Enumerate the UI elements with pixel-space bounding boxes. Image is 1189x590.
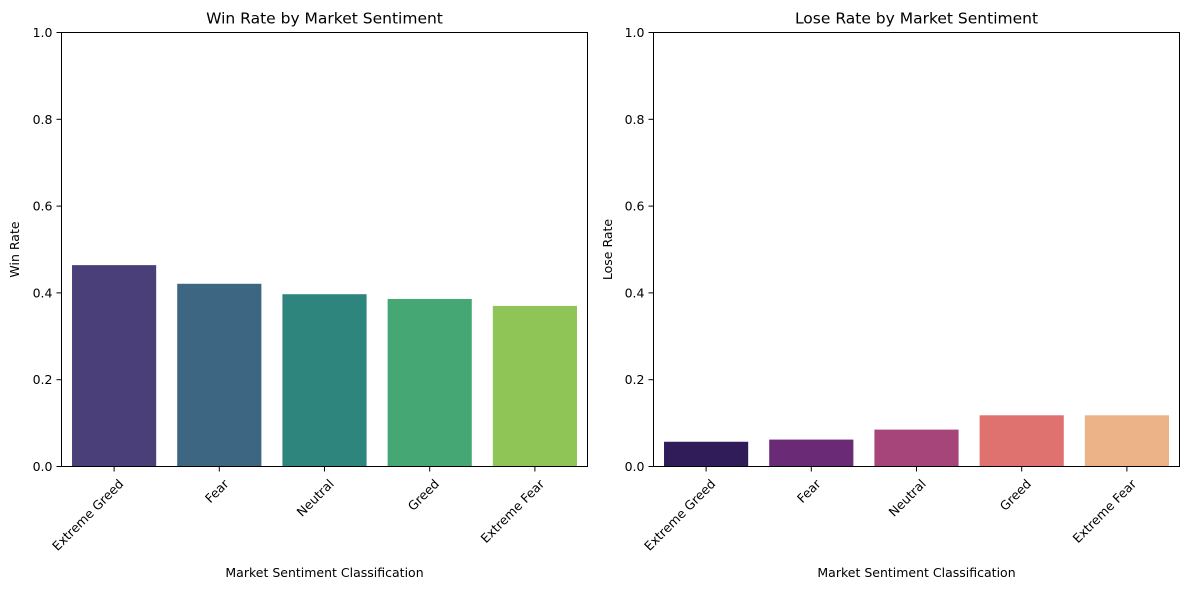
win-rate-bar-greed xyxy=(387,298,472,467)
win-rate-y-tick-label: 1.0 xyxy=(33,25,53,40)
win-rate-y-ticks: 0.0 0.2 0.4 0.6 0.8 1.0 xyxy=(33,25,62,474)
win-rate-title: Win Rate by Market Sentiment xyxy=(206,10,443,28)
win-rate-y-tick-label: 0.8 xyxy=(33,112,53,127)
win-rate-xlabel: Market Sentiment Classification xyxy=(225,565,423,580)
lose-rate-x-tick-label: Extreme Greed xyxy=(641,476,718,553)
win-rate-ylabel: Win Rate xyxy=(7,221,22,277)
lose-rate-plot-frame xyxy=(653,32,1180,467)
lose-rate-x-tick-label: Greed xyxy=(997,476,1034,513)
lose-rate-x-tick-label: Fear xyxy=(794,476,824,506)
lose-rate-y-tick-label: 0.4 xyxy=(625,285,645,300)
lose-rate-bar-neutral xyxy=(874,429,959,467)
lose-rate-title: Lose Rate by Market Sentiment xyxy=(795,10,1038,28)
lose-rate-ylabel: Lose Rate xyxy=(600,219,615,281)
lose-rate-y-ticks: 0.0 0.2 0.4 0.6 0.8 1.0 xyxy=(625,25,654,474)
lose-rate-x-tick-label: Neutral xyxy=(886,476,929,519)
win-rate-plot-frame xyxy=(61,32,588,467)
lose-rate-x-tick-label: Extreme Fear xyxy=(1069,476,1139,546)
win-rate-bar-extreme-greed xyxy=(72,265,157,467)
win-rate-bars xyxy=(72,265,577,467)
lose-rate-bar-fear xyxy=(769,439,854,467)
win-rate-bar-neutral xyxy=(282,294,367,467)
win-rate-y-tick-label: 0.0 xyxy=(33,459,53,474)
win-rate-x-tick-label: Greed xyxy=(405,476,442,513)
lose-rate-xlabel: Market Sentiment Classification xyxy=(817,565,1015,580)
lose-rate-y-tick-label: 0.6 xyxy=(625,199,645,214)
lose-rate-bar-greed xyxy=(979,415,1064,467)
win-rate-bar-extreme-fear xyxy=(492,305,577,467)
lose-rate-bar-extreme-greed xyxy=(664,441,749,467)
win-rate-x-tick-label: Fear xyxy=(202,476,232,506)
win-rate-x-tick-label: Extreme Greed xyxy=(49,476,126,553)
lose-rate-bars xyxy=(664,415,1169,467)
win-rate-x-ticks: Extreme Greed Fear Neutral Greed Extreme Fea… xyxy=(49,466,548,554)
win-rate-bar-fear xyxy=(177,283,262,467)
lose-rate-y-tick-label: 0.0 xyxy=(625,459,645,474)
lose-rate-y-tick-label: 0.8 xyxy=(625,112,645,127)
win-rate-x-tick-label: Neutral xyxy=(294,476,337,519)
lose-rate-y-tick-label: 0.2 xyxy=(625,372,645,387)
lose-rate-x-ticks: Extreme Greed Fear Neutral Greed Extreme Fea… xyxy=(641,466,1140,554)
win-rate-y-tick-label: 0.2 xyxy=(33,372,53,387)
lose-rate-y-tick-label: 1.0 xyxy=(625,25,645,40)
win-rate-y-tick-label: 0.6 xyxy=(33,199,53,214)
lose-rate-bar-extreme-fear xyxy=(1084,415,1169,467)
win-rate-y-tick-label: 0.4 xyxy=(33,285,53,300)
lose-rate-panel: Lose Rate by Market Sentiment Lose Rate … xyxy=(600,10,1180,580)
win-rate-x-tick-label: Extreme Fear xyxy=(477,476,547,546)
win-rate-panel: Win Rate by Market Sentiment Win Rate Ma… xyxy=(7,10,588,580)
